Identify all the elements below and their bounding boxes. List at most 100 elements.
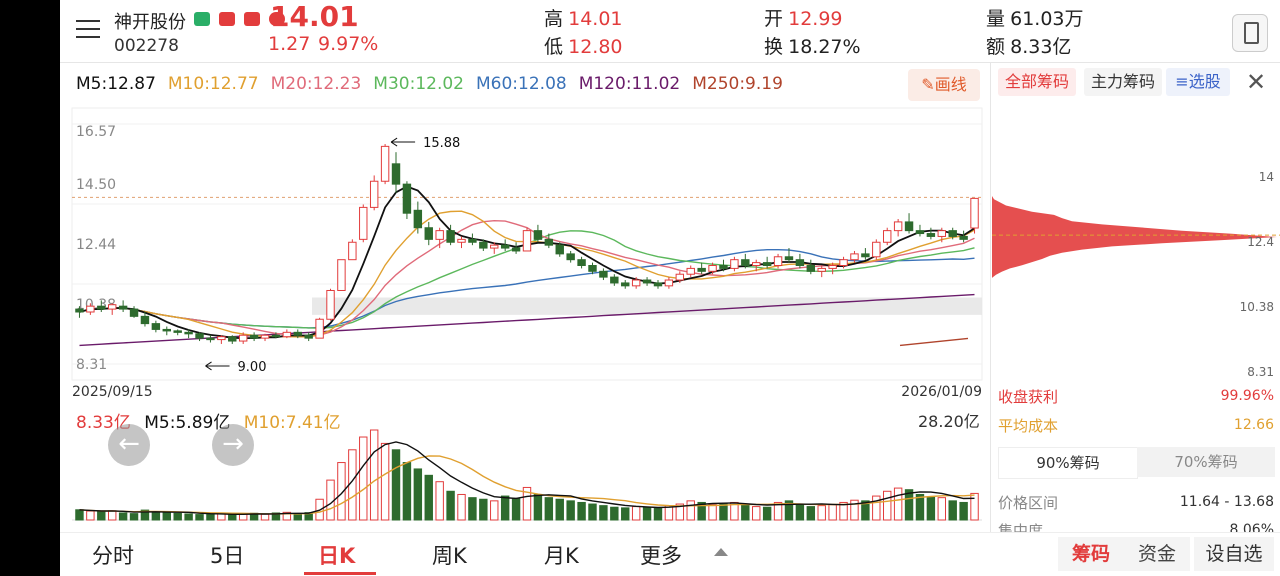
wechat-icon [194,11,210,26]
volume-bar [631,506,641,521]
candle-body [369,180,379,208]
candle-body [173,330,182,333]
prev-arrow-button[interactable]: ← [108,424,150,466]
quote-turnover: 换 18.27% [764,36,861,58]
candle-body [337,259,346,291]
tab-intraday[interactable]: 分时 [92,544,134,568]
tab-more[interactable]: 更多 [640,544,682,568]
volume-bar [948,500,957,521]
volume-bar [511,497,521,521]
volume-bar [872,495,881,521]
candle-body [151,323,161,330]
candle-body [326,289,335,320]
candle-body [282,331,292,338]
more-caret-icon[interactable] [714,548,728,556]
pencil-icon: ✎ [921,75,935,94]
candle-body [883,230,892,243]
candle-body [773,256,783,267]
volume-bar [839,501,848,521]
header-divider [60,62,1280,63]
candle-body [195,333,204,339]
portrait-toggle-icon[interactable] [1232,14,1268,52]
candle-body [348,241,357,261]
draw-line-button[interactable]: ✎画线 [908,69,980,101]
next-arrow-button[interactable]: → [212,424,254,466]
volume-bar [129,513,139,521]
candle-body [238,334,248,342]
candle-body [162,328,171,332]
volume-bar [588,503,597,521]
ma5-label: M5:12.87 [76,74,156,94]
candle-body [544,238,554,246]
tab-weekly-k[interactable]: 周K [432,544,467,568]
candle-body [500,244,510,249]
min-label: 9.00 [238,360,267,375]
volume-bar [490,500,499,521]
candle-body [217,336,226,341]
volume-bar [107,510,117,521]
volume-bar [795,503,805,521]
candle-body [271,334,281,338]
tab-monthly-k[interactable]: 月K [544,544,579,568]
chips-button[interactable]: 筹码 [1058,537,1124,571]
volume-bar [326,479,335,521]
profit-value: 99.96% [1220,388,1274,404]
volume-bar [162,511,171,521]
stock-code: 002278 [114,36,179,56]
volume-bar [86,510,95,521]
chip70-button[interactable]: 70%筹码 [1137,447,1275,477]
volume-bar [959,501,968,521]
candle-body [380,145,390,182]
volume-bar [533,493,543,521]
volume-m5: M5:5.89亿 [144,413,231,433]
candle-body [260,334,270,339]
candle-body [631,279,641,287]
volume-bar [457,493,466,521]
funds-button[interactable]: 资金 [1124,537,1190,571]
candle-body [599,270,608,278]
volume-m10: M10:7.41亿 [243,413,341,433]
volume-chart[interactable] [60,404,990,524]
candle-body [533,230,543,240]
candle-body [424,227,433,240]
tab-main-chips[interactable]: 主力筹码 [1084,68,1162,96]
candle-body [468,238,477,243]
add-watchlist-button[interactable]: 设自选 [1194,537,1274,571]
chip90-button[interactable]: 90%筹码 [998,447,1138,479]
volume-bar [708,504,717,521]
tab-5day[interactable]: 5日 [210,544,245,568]
candle-body [664,279,674,287]
volume-bar [369,429,379,521]
volume-bar [784,500,794,521]
close-icon[interactable]: ✕ [1246,68,1267,96]
volume-bar [883,490,892,521]
candle-body [675,273,685,281]
volume-bar [697,501,706,521]
ma250-line [899,337,969,347]
candle-body [86,305,95,313]
candle-body [446,230,455,243]
candle-body [642,279,652,284]
volume-bar [555,498,564,521]
tab-daily-k[interactable]: 日K [318,544,356,568]
candle-body [621,282,630,287]
volume-bar [260,513,270,521]
quote-open: 开 12.99 [764,8,843,30]
back-icon[interactable] [76,18,102,40]
tab-pick-stock[interactable]: ≡选股 [1166,68,1230,96]
tab-all-chips[interactable]: 全部筹码 [998,68,1076,96]
volume-bar [850,499,859,521]
candle-body [107,304,117,310]
volume-bar [861,500,870,521]
volume-bar [97,511,106,521]
x-end-label: 2026/01/09 [901,384,982,400]
volume-bar [544,497,554,521]
candle-body [184,331,193,335]
chip-y-tick: 10.38 [1240,300,1274,314]
ma10-label: M10:12.77 [167,74,259,94]
volume-bar [610,506,619,521]
volume-bar [719,503,728,521]
candle-body [359,206,368,240]
candle-body [730,259,739,269]
